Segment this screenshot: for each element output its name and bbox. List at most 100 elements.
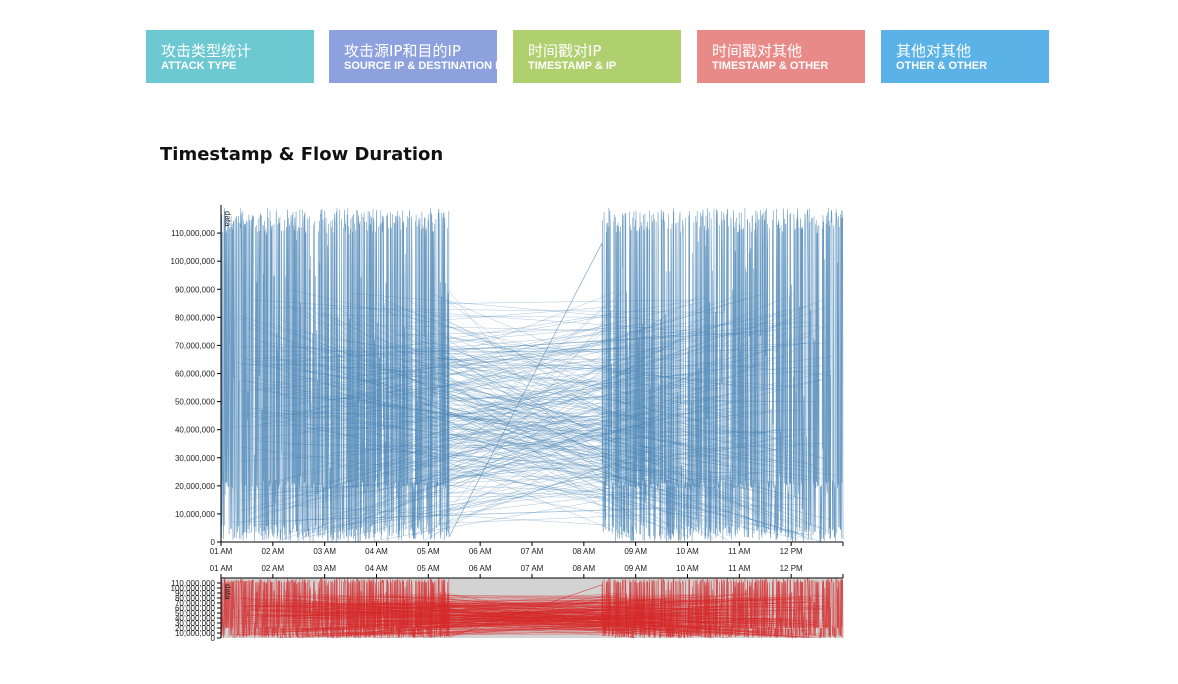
- series-line: [401, 621, 802, 628]
- overview-x-axis: 01 AM 02 AM 03 AM 04 AM 05 AM 06 AM 07 AM 08 AM…: [210, 564, 844, 579]
- y-tick: 60,000,000: [175, 370, 221, 379]
- x-tick: 07 AM: [521, 564, 544, 578]
- series-line: [243, 380, 649, 449]
- series-line: [355, 620, 619, 622]
- series-line: [344, 396, 722, 483]
- series-line: [413, 600, 617, 616]
- series-line: [379, 601, 684, 635]
- series-line: [426, 380, 822, 442]
- series-line: [239, 315, 686, 471]
- series-line: [443, 405, 776, 498]
- y-tick-label: 100,000,000: [171, 257, 216, 266]
- series-line: [421, 483, 698, 497]
- series-line: [403, 435, 802, 463]
- series-line: [352, 426, 786, 536]
- series-line: [322, 323, 775, 336]
- series-line: [325, 328, 667, 359]
- series-line: [312, 601, 781, 612]
- series-line: [238, 343, 806, 392]
- series-line: [251, 385, 728, 518]
- y-tick: 10,000,000: [175, 629, 221, 638]
- series-line: [270, 599, 820, 611]
- series-line: [248, 311, 781, 521]
- tab-timestamp-other[interactable]: 时间戳对其他 TIMESTAMP & OTHER: [697, 30, 865, 83]
- series-line: [395, 457, 799, 539]
- series-line: [325, 599, 667, 606]
- tab-timestamp-ip[interactable]: 时间戳对IP TIMESTAMP & IP: [513, 30, 681, 83]
- series-line: [245, 600, 708, 633]
- x-tick-label: 07 AM: [521, 564, 544, 573]
- series-line: [326, 612, 674, 630]
- series-line: [390, 388, 702, 443]
- series-line: [365, 609, 631, 629]
- series-line: [260, 341, 752, 405]
- series-line: [237, 362, 641, 419]
- tab-other-other[interactable]: 其他对其他 OTHER & OTHER: [881, 30, 1049, 83]
- y-tick: 20,000,000: [175, 482, 221, 491]
- series-line: [433, 328, 633, 477]
- series-line: [312, 605, 767, 633]
- series-line: [432, 621, 654, 626]
- series-line: [273, 615, 737, 633]
- series-line: [439, 411, 772, 446]
- series-line: [445, 362, 815, 448]
- series-line: [307, 617, 631, 628]
- tab-source-destination-ip[interactable]: 攻击源IP和目的IP SOURCE IP & DESTINATION IP: [329, 30, 497, 83]
- series-line: [270, 324, 820, 386]
- x-tick: 12 PM: [780, 564, 803, 578]
- series-line: [323, 604, 757, 621]
- series-line: [240, 614, 609, 629]
- series-line: [433, 346, 636, 361]
- series-line: [316, 455, 658, 532]
- x-tick: 01 AM: [210, 542, 233, 556]
- series-line: [245, 323, 657, 360]
- series-line: [220, 207, 844, 543]
- y-tick-label: 60,000,000: [175, 604, 216, 613]
- tab-label-en: ATTACK TYPE: [161, 60, 237, 72]
- series-line: [259, 325, 782, 420]
- series-line: [286, 358, 643, 361]
- series-line: [262, 357, 750, 418]
- tab-attack-type[interactable]: 攻击类型统计 ATTACK TYPE: [146, 30, 314, 83]
- series-line: [402, 600, 685, 605]
- series-line: [261, 597, 613, 608]
- series-line: [356, 293, 795, 477]
- series-line: [370, 603, 673, 619]
- series-line: [433, 603, 636, 606]
- series-line: [294, 631, 656, 635]
- x-tick-label: 08 AM: [572, 564, 595, 573]
- series-line: [358, 432, 806, 525]
- series-line: [433, 625, 727, 628]
- series-line: [391, 329, 789, 533]
- y-tick-label: 60,000,000: [175, 370, 216, 379]
- series-line: [336, 611, 613, 629]
- series-line: [343, 398, 626, 440]
- series-line: [352, 593, 662, 599]
- series-line: [408, 405, 716, 441]
- series-line: [397, 418, 614, 484]
- y-tick-label: 70,000,000: [175, 599, 216, 608]
- x-tick-label: 05 AM: [417, 564, 440, 573]
- series-line: [262, 598, 617, 618]
- series-line: [312, 362, 767, 510]
- series-line: [357, 342, 829, 357]
- series-line: [448, 592, 637, 636]
- series-line: [448, 609, 667, 621]
- series-line: [412, 594, 706, 605]
- series-line: [347, 593, 763, 616]
- series-line: [235, 610, 640, 636]
- y-tick: 110,000,000: [171, 229, 221, 238]
- series-line: [301, 428, 788, 494]
- series-line: [239, 597, 686, 626]
- series-line: [420, 387, 648, 429]
- series-line: [235, 389, 640, 526]
- series-line: [257, 604, 678, 615]
- series-line: [381, 599, 701, 632]
- series-line: [375, 369, 722, 391]
- series-line: [399, 606, 660, 623]
- series-line: [322, 598, 775, 602]
- series-line: [307, 428, 631, 483]
- y-tick-label: 30,000,000: [175, 619, 216, 628]
- series-line: [330, 443, 715, 489]
- series-line: [264, 607, 814, 616]
